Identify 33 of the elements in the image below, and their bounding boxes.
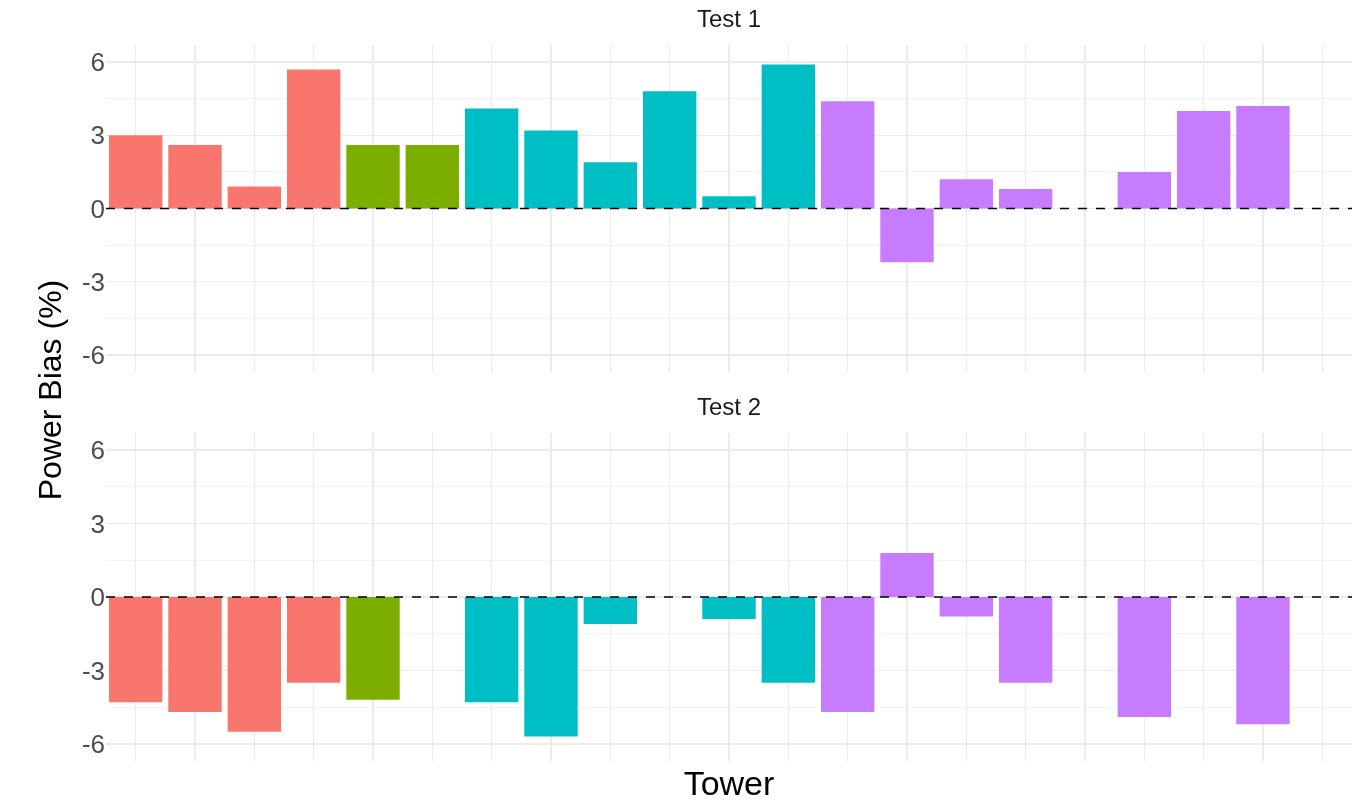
bar [880, 208, 934, 263]
bar [820, 101, 875, 209]
y-tick-label: -3 [81, 266, 105, 297]
bar [227, 186, 282, 209]
chart-title: Test 1 [696, 4, 762, 32]
y-tick-label: -6 [81, 728, 105, 759]
y-tick-label: 6 [90, 47, 105, 78]
bar [1117, 171, 1172, 209]
bar [108, 135, 163, 209]
bar [464, 108, 519, 209]
bar [761, 64, 816, 209]
y-tick-label: -3 [81, 655, 105, 686]
bar [524, 130, 578, 209]
y-tick-label: 6 [90, 435, 105, 466]
bar [405, 145, 460, 209]
bar [939, 179, 994, 209]
bar [998, 188, 1053, 209]
y-tick-label: 0 [90, 193, 105, 224]
chart-title: Test 2 [696, 392, 762, 420]
x-axis-title: Tower [683, 764, 775, 803]
bar [702, 196, 756, 209]
bar [286, 69, 341, 209]
y-tick-label: 3 [90, 508, 105, 539]
bar [1236, 106, 1290, 209]
y-axis-title: Power Bias (%) [31, 278, 69, 503]
y-tick-label: -6 [81, 340, 105, 371]
bar [168, 145, 222, 209]
y-tick-label: 3 [90, 120, 105, 151]
bar [1176, 110, 1231, 209]
bar [642, 91, 697, 209]
bar [346, 145, 400, 209]
bar [583, 162, 638, 209]
y-tick-label: 0 [90, 582, 105, 613]
